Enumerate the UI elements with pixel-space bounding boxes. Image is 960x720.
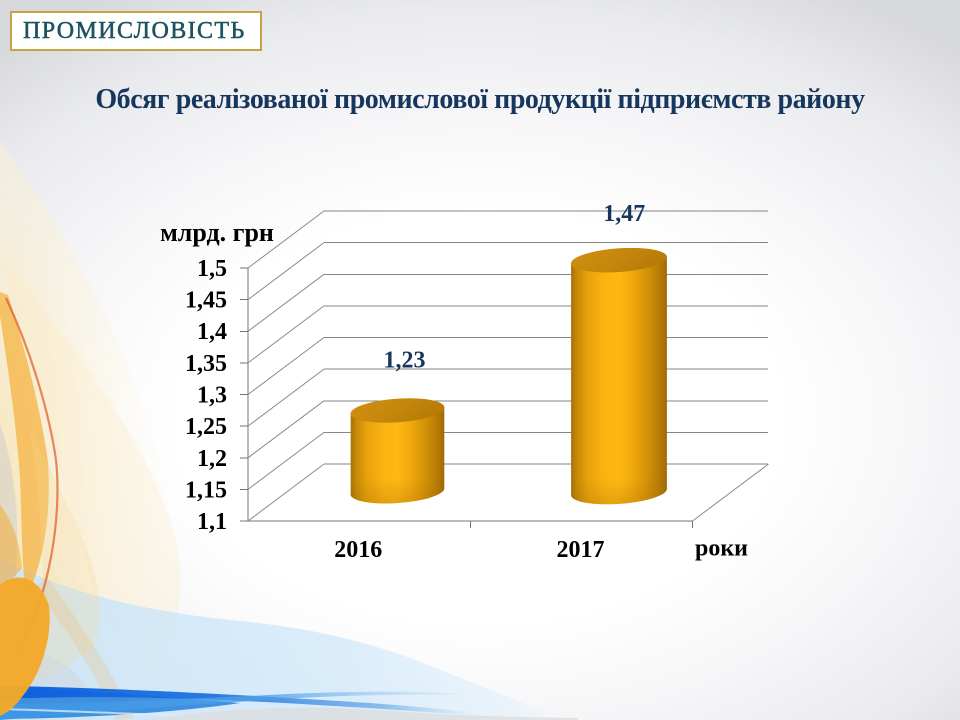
svg-text:1,3: 1,3 (197, 383, 227, 409)
svg-text:роки: роки (695, 536, 748, 562)
svg-text:1,15: 1,15 (185, 477, 227, 503)
svg-text:млрд. грн: млрд. грн (160, 218, 274, 247)
svg-text:1,47: 1,47 (603, 201, 645, 227)
svg-text:1,35: 1,35 (185, 351, 227, 377)
svg-text:2017: 2017 (557, 537, 605, 563)
svg-text:1,5: 1,5 (197, 256, 227, 282)
svg-text:1,45: 1,45 (185, 288, 227, 314)
svg-text:1,4: 1,4 (197, 319, 227, 345)
svg-text:1,25: 1,25 (185, 414, 227, 440)
svg-text:1,23: 1,23 (384, 347, 426, 373)
svg-text:1,2: 1,2 (197, 446, 227, 472)
svg-text:2016: 2016 (334, 537, 382, 563)
svg-text:1,1: 1,1 (197, 509, 227, 535)
